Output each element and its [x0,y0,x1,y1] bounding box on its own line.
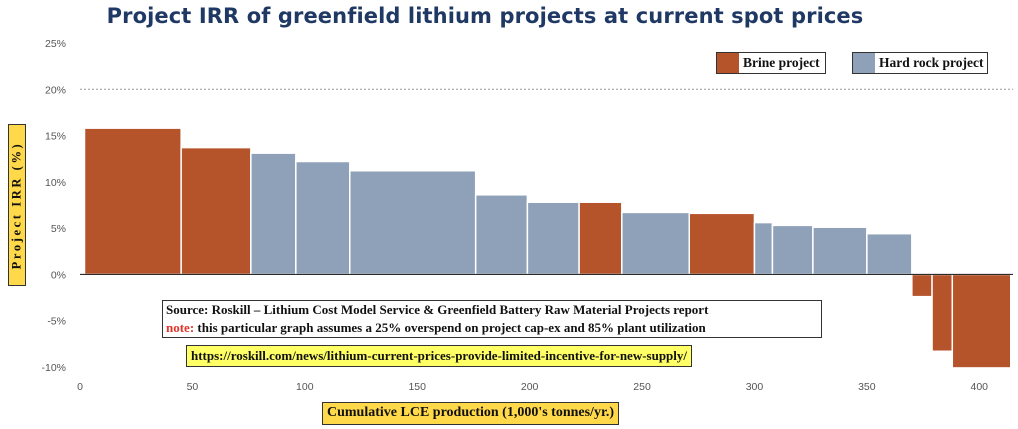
x-axis-ticks: 0 50 100 150 200 250 300 350 400 [77,381,988,393]
y-tick-label: 10% [45,177,66,189]
y-tick-label: 5% [51,223,66,235]
bar-brine-17 [951,273,1012,369]
legend-swatch-brine [717,53,739,73]
bar-hard-rock-12 [771,224,814,276]
bar-brine-16 [931,273,954,353]
y-axis-ticks: 25% 20% 15% 10% 5% 0% -5% -10% [41,38,66,374]
bar-hard-rock-9 [621,211,691,276]
bar-hard-rock-6 [474,194,529,276]
chart-title: Project IRR of greenfield lithium projec… [106,4,864,28]
source-line: Source: Roskill – Lithium Cost Model Ser… [166,302,709,317]
legend-label-hard-rock: Hard rock project [879,55,984,70]
bar-brine-8 [578,201,623,276]
bar-hard-rock-3 [250,152,297,276]
x-tick-label: 100 [296,381,314,393]
note-label: note: [166,320,195,335]
bars-group [83,127,1012,369]
x-tick-label: 200 [521,381,539,393]
bar-hard-rock-11 [753,221,774,276]
x-tick-label: 250 [633,381,651,393]
x-tick-label: 350 [858,381,876,393]
x-tick-label: 400 [971,381,989,393]
legend-label-brine: Brine project [743,55,820,70]
bar-hard-rock-4 [295,160,351,276]
legend-item-hard-rock: Hard rock project [852,52,989,74]
bar-brine-2 [180,146,252,276]
y-axis-label: Project IRR (%) [9,141,24,269]
y-tick-label: 0% [51,269,66,281]
bar-hard-rock-5 [349,169,477,276]
y-tick-label: -5% [47,316,66,328]
legend-swatch-hard-rock [853,53,875,73]
note-line: note: this particular graph assumes a 25… [166,319,821,337]
y-axis-label-box [8,124,26,286]
bar-brine-1 [83,127,182,276]
x-tick-label: 0 [77,381,83,393]
x-axis-label: Cumulative LCE production (1,000's tonne… [322,402,620,425]
x-tick-label: 300 [746,381,764,393]
bar-hard-rock-14 [866,232,913,276]
y-tick-label: 15% [45,131,66,143]
y-tick-label: -10% [41,362,66,374]
y-tick-label: 25% [45,38,66,50]
note-text: this particular graph assumes a 25% over… [194,320,706,335]
legend-item-brine: Brine project [716,52,826,74]
y-axis-label-wrapper: Project IRR (%) [8,124,26,286]
source-url[interactable]: https://roskill.com/news/lithium-current… [186,345,693,367]
bar-brine-15 [911,273,933,298]
bar-hard-rock-7 [526,201,580,276]
x-tick-label: 50 [187,381,199,393]
y-tick-label: 20% [45,84,66,96]
source-note-box: Source: Roskill – Lithium Cost Model Ser… [162,300,822,338]
bar-hard-rock-13 [812,226,868,276]
bar-brine-10 [688,212,756,276]
x-tick-label: 150 [408,381,426,393]
